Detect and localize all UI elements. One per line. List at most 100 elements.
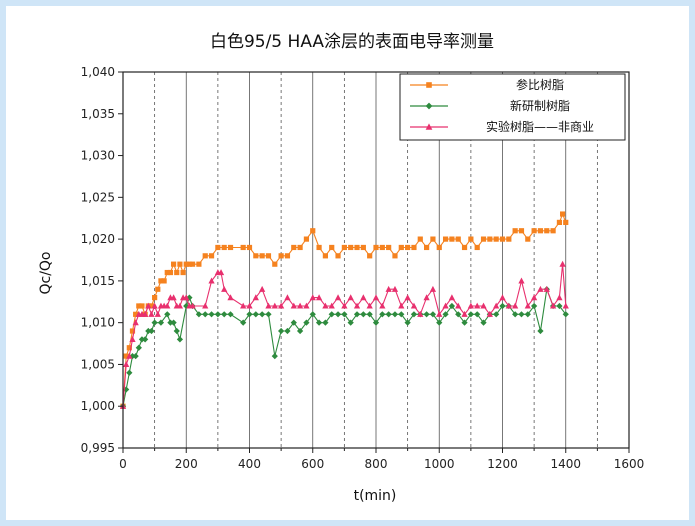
data-point — [391, 285, 399, 292]
data-point — [135, 344, 142, 351]
data-point — [315, 294, 323, 301]
data-point — [424, 244, 430, 251]
data-point — [398, 311, 405, 318]
data-point — [524, 302, 531, 309]
data-point — [341, 244, 347, 251]
data-point — [265, 253, 272, 259]
data-point — [240, 244, 246, 251]
data-point — [467, 302, 474, 309]
data-point — [322, 253, 328, 259]
data-point — [559, 211, 566, 217]
data-point — [252, 311, 259, 318]
data-point — [556, 219, 563, 225]
data-point — [518, 311, 525, 318]
data-point — [290, 302, 297, 309]
data-point — [148, 327, 155, 335]
data-point — [171, 261, 177, 267]
data-point — [468, 236, 474, 242]
data-point — [436, 244, 442, 251]
data-point — [429, 311, 437, 318]
x-tick-label: 1000 — [424, 457, 455, 471]
data-point — [227, 311, 234, 318]
data-point — [411, 244, 417, 251]
data-point — [512, 228, 518, 234]
data-point — [448, 302, 456, 310]
data-point — [208, 253, 215, 259]
data-point — [404, 319, 411, 326]
data-point — [284, 253, 291, 259]
data-point — [259, 285, 266, 292]
data-point — [227, 294, 234, 301]
data-point — [335, 253, 341, 259]
data-point — [142, 336, 149, 343]
x-tick-label: 200 — [175, 457, 198, 471]
data-point — [410, 311, 418, 318]
data-point — [329, 244, 335, 251]
data-point — [129, 352, 136, 360]
data-point — [303, 236, 310, 242]
data-point — [155, 286, 161, 292]
data-point — [278, 327, 285, 335]
data-point — [404, 294, 411, 301]
series-1 — [120, 211, 569, 409]
data-point — [537, 327, 544, 335]
series-layer — [119, 211, 569, 410]
data-point — [129, 335, 136, 342]
data-point — [284, 294, 291, 301]
data-point — [139, 303, 145, 309]
data-point — [505, 302, 512, 309]
data-point — [296, 327, 304, 335]
data-point — [448, 294, 456, 301]
data-point — [442, 302, 449, 309]
data-point — [334, 311, 342, 318]
data-point — [303, 302, 310, 309]
data-point — [486, 310, 493, 317]
data-point — [322, 302, 329, 309]
data-point — [221, 244, 227, 251]
data-point — [518, 228, 525, 234]
data-point — [461, 310, 468, 317]
data-point — [278, 302, 285, 309]
data-point — [499, 294, 506, 301]
data-point — [170, 319, 177, 326]
data-point — [148, 310, 155, 317]
data-point — [506, 236, 512, 242]
data-point — [480, 319, 487, 326]
data-point — [372, 294, 380, 301]
data-point — [186, 294, 193, 301]
data-point — [429, 285, 437, 292]
data-point — [461, 244, 468, 251]
data-point — [246, 244, 253, 251]
data-point — [366, 302, 373, 309]
data-point — [145, 302, 152, 309]
y-tick-label: 1,010 — [81, 316, 115, 330]
data-point — [512, 302, 519, 309]
data-point — [385, 311, 392, 318]
data-point — [562, 311, 569, 318]
data-point — [152, 295, 158, 301]
y-tick-label: 1,000 — [81, 399, 115, 413]
data-point — [164, 302, 171, 309]
data-point — [405, 244, 411, 251]
x-tick-label: 1400 — [550, 457, 581, 471]
data-point — [341, 311, 348, 318]
data-point — [347, 319, 354, 326]
data-point — [563, 219, 569, 225]
y-axis-label: Qc/Qo — [38, 251, 54, 294]
data-point — [531, 294, 538, 301]
data-point — [524, 311, 531, 318]
data-point — [493, 311, 500, 318]
legend-marker — [426, 82, 432, 88]
data-point — [227, 244, 234, 251]
data-point — [353, 311, 361, 318]
data-point — [467, 311, 474, 318]
data-point — [126, 369, 133, 376]
data-point — [202, 311, 209, 318]
data-point — [442, 236, 449, 242]
data-point — [123, 361, 130, 368]
data-point — [499, 236, 506, 242]
data-point — [310, 228, 316, 234]
data-point — [436, 310, 443, 317]
data-point — [177, 261, 183, 267]
